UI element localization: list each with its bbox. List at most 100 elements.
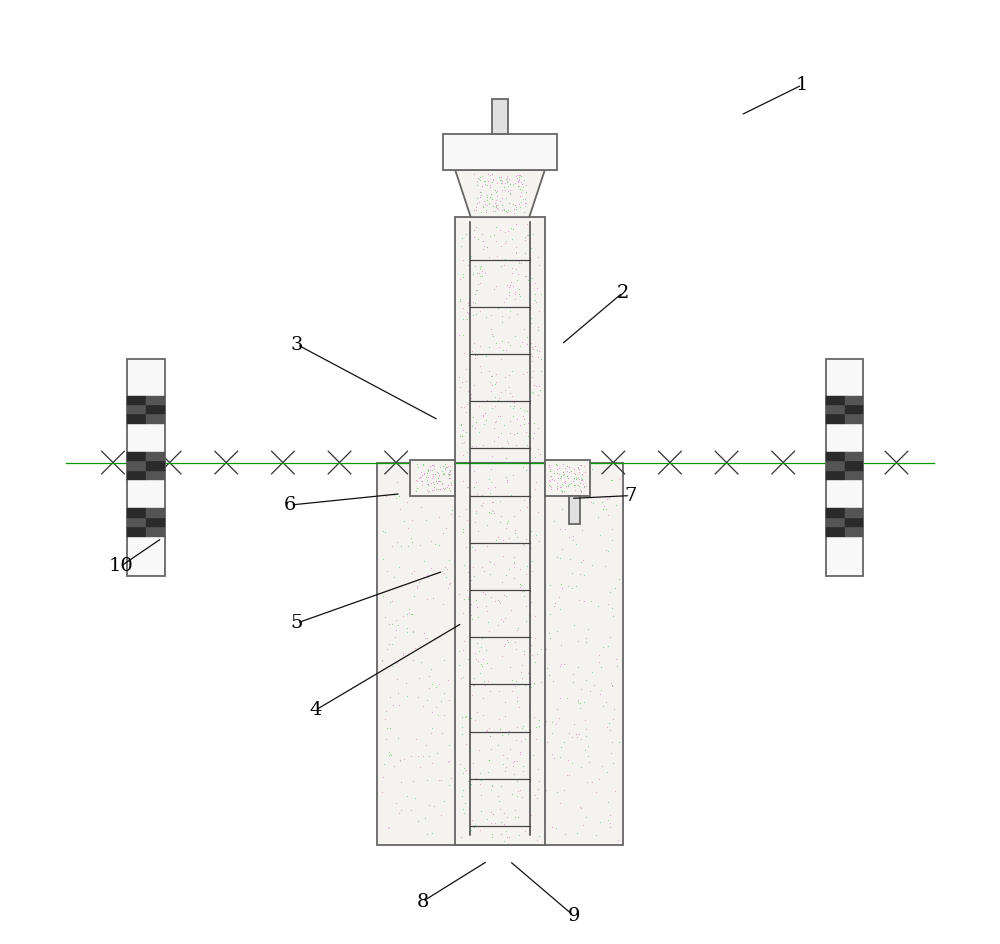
Point [531, 533, 547, 548]
Point [511, 287, 527, 302]
Point [477, 173, 493, 188]
Point [584, 665, 600, 680]
Point [524, 271, 540, 286]
Point [451, 586, 467, 601]
Point [466, 670, 482, 685]
Point [506, 554, 522, 569]
Bar [826, 414, 845, 424]
Point [432, 481, 448, 497]
Point [477, 586, 493, 601]
Point [494, 727, 510, 742]
Point [491, 794, 507, 809]
Point [554, 581, 570, 596]
Point [419, 482, 435, 497]
Point [480, 166, 496, 181]
Point [413, 469, 429, 484]
Point [475, 585, 491, 600]
Point [471, 743, 487, 758]
Point [563, 476, 579, 491]
Point [509, 411, 525, 426]
Point [560, 470, 576, 485]
Point [445, 487, 461, 502]
Point [487, 390, 503, 405]
Point [488, 366, 504, 381]
Point [523, 241, 539, 256]
Point [490, 617, 506, 632]
Point [469, 704, 485, 719]
Point [513, 184, 529, 199]
Point [483, 308, 499, 323]
Point [473, 184, 489, 199]
Point [496, 805, 512, 820]
Point [420, 477, 436, 492]
Point [580, 622, 596, 637]
Point [413, 464, 429, 480]
Point [455, 766, 471, 781]
Point [600, 639, 616, 654]
Point [485, 198, 501, 213]
Point [418, 469, 434, 484]
Point [399, 621, 415, 636]
Point [489, 176, 505, 191]
Point [507, 197, 523, 212]
Point [458, 762, 474, 777]
Point [395, 609, 411, 624]
Point [408, 459, 424, 474]
Point [432, 481, 448, 497]
Point [451, 327, 467, 342]
Point [507, 285, 523, 300]
Bar [826, 509, 845, 518]
Point [401, 605, 417, 620]
Point [455, 311, 471, 326]
Point [514, 583, 530, 598]
Point [508, 168, 524, 183]
Point [521, 727, 537, 742]
Point [505, 196, 521, 211]
Point [404, 513, 420, 528]
Point [472, 696, 488, 711]
Point [519, 760, 535, 775]
Point [507, 526, 523, 541]
Point [383, 748, 399, 763]
Point [495, 548, 511, 564]
Point [525, 562, 541, 577]
Point [533, 735, 549, 750]
Point [517, 199, 533, 214]
Point [484, 192, 500, 207]
Point [392, 752, 408, 767]
Point [519, 336, 535, 351]
Point [456, 633, 472, 649]
Point [483, 475, 499, 490]
Point [519, 228, 535, 243]
Point [508, 240, 524, 255]
Point [463, 822, 479, 837]
Point [522, 395, 538, 410]
Point [588, 784, 604, 800]
Point [607, 581, 623, 596]
Point [511, 169, 527, 184]
Point [602, 815, 618, 830]
Point [474, 178, 490, 194]
Point [424, 676, 440, 691]
Point [541, 478, 557, 493]
Point [564, 729, 580, 744]
Point [483, 783, 499, 798]
Point [529, 818, 545, 834]
Point [533, 363, 549, 379]
Point [553, 468, 569, 483]
Point [603, 676, 619, 691]
Point [471, 425, 487, 440]
Point [546, 750, 562, 766]
Point [506, 509, 522, 524]
Point [533, 588, 549, 603]
Bar [443, 134, 557, 170]
Point [532, 447, 548, 462]
Point [441, 693, 457, 708]
Point [531, 713, 547, 728]
Point [502, 303, 518, 318]
Point [460, 295, 476, 311]
Point [382, 689, 398, 704]
Point [457, 710, 473, 725]
Point [517, 524, 533, 539]
Point [549, 481, 565, 497]
